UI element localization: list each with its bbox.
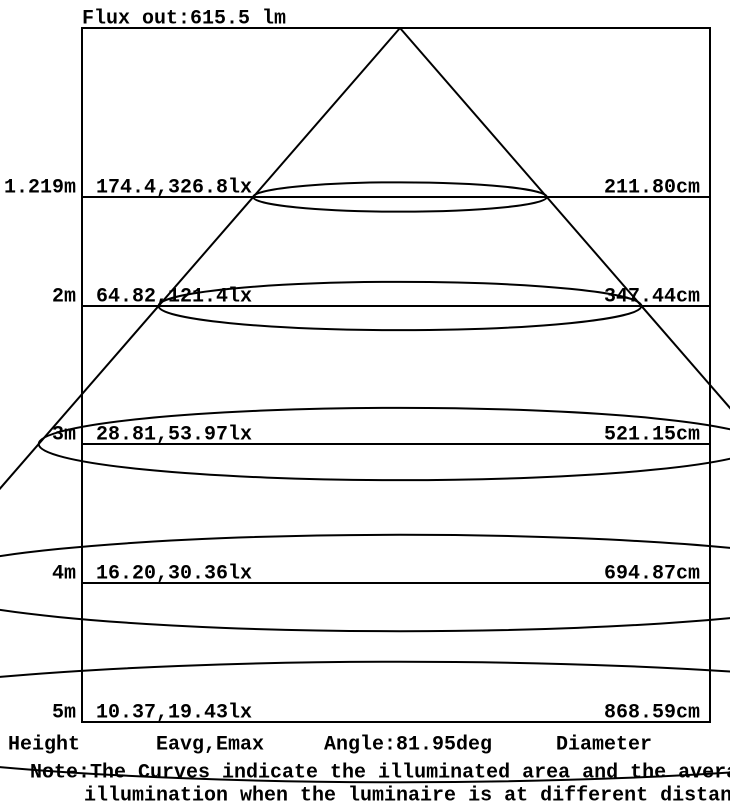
note-line2: illumination when the luminaire is at di… [84, 784, 730, 804]
diam-2: 521.15cm [604, 423, 700, 446]
lux-0: 174.4,326.8lx [96, 176, 252, 199]
note-line1: Note:The Curves indicate the illuminated… [30, 761, 730, 784]
lux-3: 16.20,30.36lx [96, 562, 252, 585]
axis-lux: Eavg,Emax [156, 733, 264, 756]
lux-2: 28.81,53.97lx [96, 423, 252, 446]
height-3: 4m [52, 562, 76, 585]
axis-angle: Angle:81.95deg [324, 733, 492, 756]
diam-1: 347.44cm [604, 285, 700, 308]
diagram-stage: Flux out:615.5 lm 1.219m 174.4,326.8lx 211.… [0, 0, 730, 804]
lux-1: 64.82,121.4lx [96, 285, 252, 308]
diam-3: 694.87cm [604, 562, 700, 585]
diam-0: 211.80cm [604, 176, 700, 199]
lux-4: 10.37,19.43lx [96, 701, 252, 724]
diam-4: 868.59cm [604, 701, 700, 724]
cone-right [400, 28, 730, 722]
light-cone-svg: Flux out:615.5 lm 1.219m 174.4,326.8lx 211.… [0, 0, 730, 804]
height-1: 2m [52, 285, 76, 308]
height-4: 5m [52, 701, 76, 724]
height-2: 3m [52, 423, 76, 446]
height-0: 1.219m [4, 176, 76, 199]
chart-border [82, 28, 710, 722]
flux-title: Flux out:615.5 lm [82, 7, 286, 30]
axis-height: Height [8, 733, 80, 756]
axis-diameter: Diameter [556, 733, 652, 756]
